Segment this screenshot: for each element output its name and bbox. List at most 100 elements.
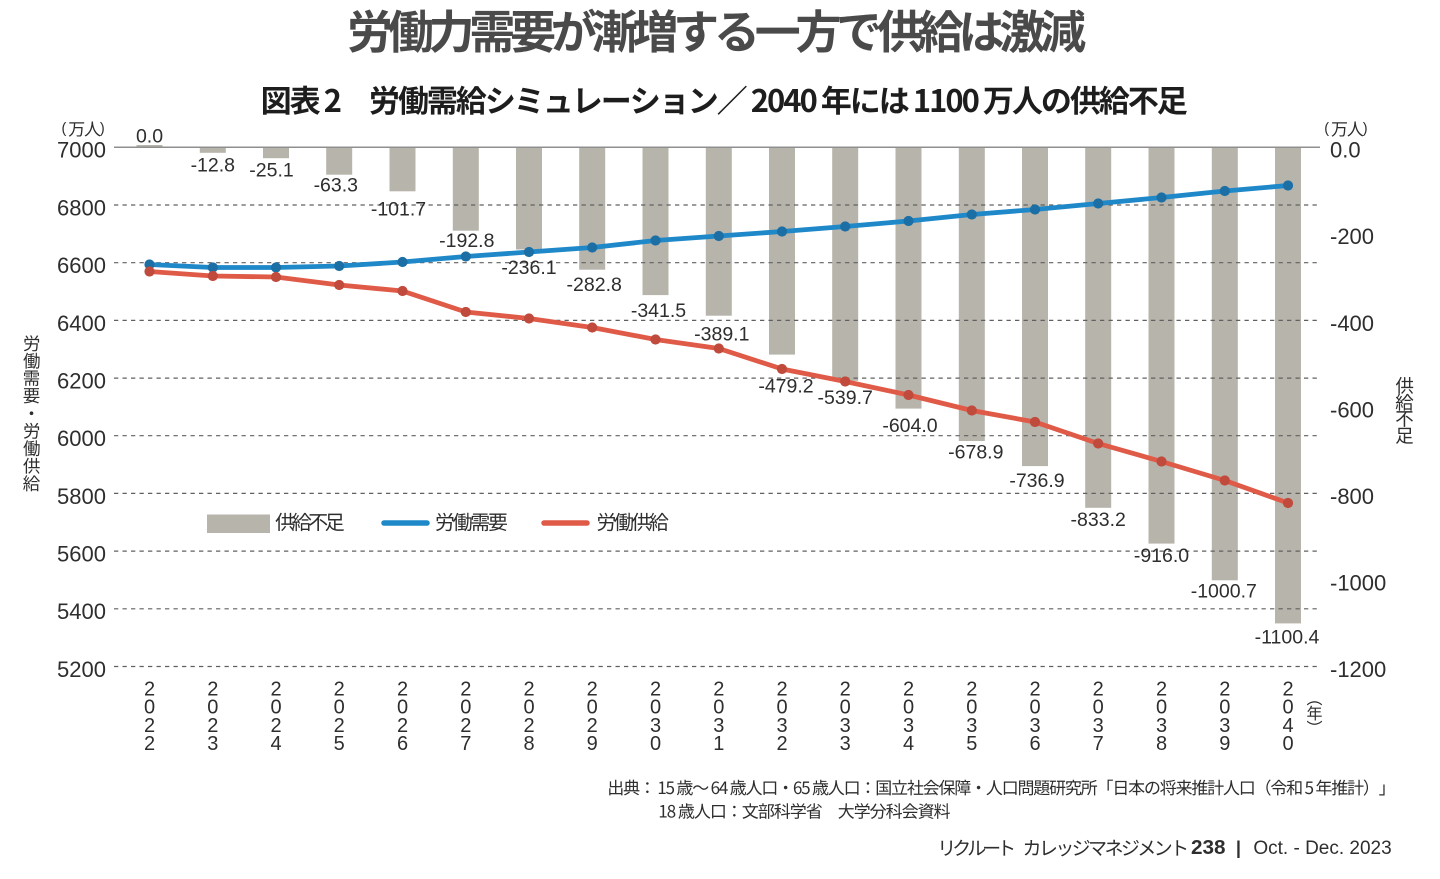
svg-text:8: 8 bbox=[1156, 733, 1167, 755]
svg-text:0: 0 bbox=[1219, 697, 1230, 719]
svg-text:-678.9: -678.9 bbox=[948, 442, 1003, 464]
svg-text:-539.7: -539.7 bbox=[818, 387, 873, 409]
svg-text:-12.8: -12.8 bbox=[191, 154, 235, 176]
svg-text:6400: 6400 bbox=[57, 311, 106, 336]
svg-text:5200: 5200 bbox=[57, 657, 106, 682]
svg-text:3: 3 bbox=[1093, 715, 1104, 737]
svg-text:(: ( bbox=[62, 121, 67, 137]
svg-text:8: 8 bbox=[523, 733, 534, 755]
svg-text:0: 0 bbox=[966, 697, 977, 719]
svg-text:-400: -400 bbox=[1330, 311, 1374, 336]
svg-text:-192.8: -192.8 bbox=[439, 230, 494, 252]
svg-text:0: 0 bbox=[1029, 697, 1040, 719]
svg-text:-479.2: -479.2 bbox=[758, 376, 813, 398]
svg-text:0: 0 bbox=[650, 733, 661, 755]
svg-text:0: 0 bbox=[650, 697, 661, 719]
svg-text:2: 2 bbox=[460, 679, 471, 701]
svg-text:6000: 6000 bbox=[57, 426, 106, 451]
svg-text:0: 0 bbox=[523, 697, 534, 719]
svg-text:5800: 5800 bbox=[57, 484, 106, 509]
svg-text:3: 3 bbox=[903, 715, 914, 737]
svg-text:0: 0 bbox=[460, 697, 471, 719]
svg-text:3: 3 bbox=[1029, 715, 1040, 737]
svg-text:0: 0 bbox=[903, 697, 914, 719]
svg-text:-1200: -1200 bbox=[1330, 657, 1386, 682]
svg-text:2: 2 bbox=[650, 679, 661, 701]
svg-text:0: 0 bbox=[587, 697, 598, 719]
svg-text:(: ( bbox=[1324, 121, 1329, 137]
svg-text:2: 2 bbox=[334, 715, 345, 737]
svg-text:3: 3 bbox=[840, 733, 851, 755]
svg-text:9: 9 bbox=[1219, 733, 1230, 755]
svg-text:4: 4 bbox=[1282, 715, 1293, 737]
svg-text:-736.9: -736.9 bbox=[1009, 470, 1064, 492]
svg-text:-833.2: -833.2 bbox=[1071, 509, 1126, 531]
svg-text:6: 6 bbox=[1029, 733, 1040, 755]
svg-text:-101.7: -101.7 bbox=[371, 198, 426, 220]
svg-text:4: 4 bbox=[903, 733, 914, 755]
svg-text:2: 2 bbox=[523, 679, 534, 701]
svg-text:3: 3 bbox=[776, 715, 787, 737]
svg-text:2: 2 bbox=[776, 733, 787, 755]
svg-text:1: 1 bbox=[713, 733, 724, 755]
svg-text:5: 5 bbox=[334, 733, 345, 755]
svg-text:2: 2 bbox=[207, 679, 218, 701]
svg-text:2: 2 bbox=[966, 679, 977, 701]
svg-text:-63.3: -63.3 bbox=[314, 175, 358, 197]
svg-text:2: 2 bbox=[144, 715, 155, 737]
svg-text:3: 3 bbox=[840, 715, 851, 737]
svg-text:3: 3 bbox=[650, 715, 661, 737]
svg-text:2: 2 bbox=[144, 733, 155, 755]
svg-text:2: 2 bbox=[587, 679, 598, 701]
svg-text:2: 2 bbox=[270, 715, 281, 737]
svg-text:-282.8: -282.8 bbox=[567, 274, 622, 296]
svg-text:): ) bbox=[100, 121, 105, 137]
svg-text:6: 6 bbox=[397, 733, 408, 755]
svg-text:0: 0 bbox=[776, 697, 787, 719]
svg-text:2: 2 bbox=[903, 679, 914, 701]
svg-text:2: 2 bbox=[713, 679, 724, 701]
svg-text:-236.1: -236.1 bbox=[501, 257, 556, 279]
svg-text:2: 2 bbox=[1156, 679, 1167, 701]
svg-text:0: 0 bbox=[144, 697, 155, 719]
svg-text:0: 0 bbox=[1156, 697, 1167, 719]
svg-text:238: 238 bbox=[1191, 836, 1226, 859]
svg-text:0: 0 bbox=[334, 697, 345, 719]
svg-text:2: 2 bbox=[1219, 679, 1230, 701]
svg-text:0: 0 bbox=[713, 697, 724, 719]
svg-text:0: 0 bbox=[1093, 697, 1104, 719]
svg-text:-600: -600 bbox=[1330, 397, 1374, 422]
svg-text:2: 2 bbox=[1282, 679, 1293, 701]
svg-text:-1000.7: -1000.7 bbox=[1191, 581, 1257, 603]
svg-text:6200: 6200 bbox=[57, 369, 106, 394]
svg-text:6800: 6800 bbox=[57, 195, 106, 220]
svg-text:0: 0 bbox=[397, 697, 408, 719]
svg-text:): ) bbox=[1363, 121, 1368, 137]
svg-text:9: 9 bbox=[587, 733, 598, 755]
svg-text:2: 2 bbox=[1093, 679, 1104, 701]
svg-text:7000: 7000 bbox=[57, 138, 106, 163]
svg-text:3: 3 bbox=[1219, 715, 1230, 737]
svg-text:0: 0 bbox=[1282, 733, 1293, 755]
svg-text:0.0: 0.0 bbox=[1330, 138, 1361, 163]
svg-text:0: 0 bbox=[1282, 697, 1293, 719]
svg-text:7: 7 bbox=[1093, 733, 1104, 755]
svg-text:3: 3 bbox=[207, 733, 218, 755]
svg-text:2: 2 bbox=[270, 679, 281, 701]
svg-text:3: 3 bbox=[1156, 715, 1167, 737]
svg-text:-1000: -1000 bbox=[1330, 570, 1386, 595]
svg-text:2: 2 bbox=[523, 715, 534, 737]
svg-text:4: 4 bbox=[270, 733, 281, 755]
svg-text:2: 2 bbox=[840, 679, 851, 701]
svg-text:0: 0 bbox=[840, 697, 851, 719]
svg-text:-604.0: -604.0 bbox=[882, 415, 937, 437]
svg-text:3: 3 bbox=[966, 715, 977, 737]
svg-text:2: 2 bbox=[207, 715, 218, 737]
svg-text:2: 2 bbox=[460, 715, 471, 737]
svg-text:0: 0 bbox=[270, 697, 281, 719]
svg-text:-200: -200 bbox=[1330, 224, 1374, 249]
svg-text:2: 2 bbox=[776, 679, 787, 701]
svg-text:5600: 5600 bbox=[57, 542, 106, 567]
svg-text:-341.5: -341.5 bbox=[631, 300, 686, 322]
svg-text:-25.1: -25.1 bbox=[249, 159, 293, 181]
